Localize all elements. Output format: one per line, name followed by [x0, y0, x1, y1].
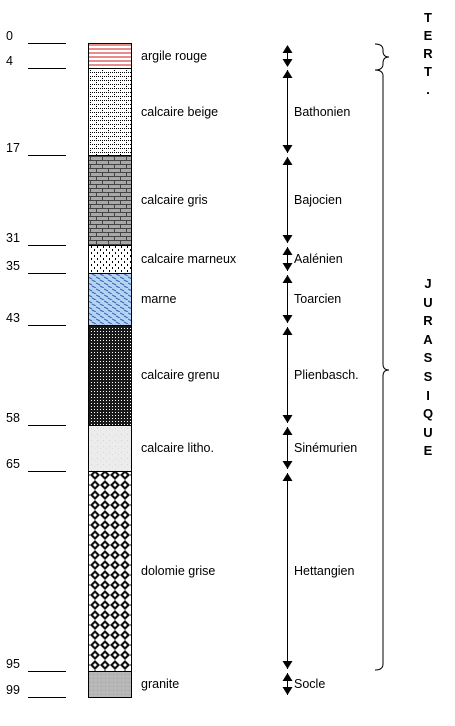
arrow-head — [282, 661, 293, 669]
stage-arrow — [282, 247, 293, 271]
layer-label: marne — [141, 292, 177, 306]
arrow-head — [282, 427, 293, 435]
arrow-head — [282, 59, 293, 67]
layer-3 — [88, 245, 132, 274]
layer-label: argile rouge — [141, 48, 208, 63]
stage-arrow — [282, 70, 293, 153]
stage-label: Hettangien — [294, 564, 355, 578]
stage-label: Aalénien — [294, 252, 343, 266]
arrow-head — [282, 247, 293, 255]
stage-label: Plienbasch. — [294, 368, 359, 382]
depth-label: 99 — [6, 683, 20, 697]
brace-tertiaire — [374, 43, 390, 71]
arrow-head — [282, 145, 293, 153]
layer-label: calcaire beige — [141, 104, 219, 119]
stage-arrow — [282, 673, 293, 695]
arrow-head — [282, 461, 293, 469]
era-letter: S — [423, 369, 433, 384]
stage-label: Bathonien — [294, 104, 351, 119]
era-letter: I — [426, 387, 430, 403]
brace-jurassique — [374, 69, 390, 671]
stage-label: Bajocien — [294, 193, 342, 207]
depth-label: 58 — [6, 411, 20, 425]
era-letter: R — [423, 46, 433, 61]
era-letter: E — [423, 443, 433, 459]
depth-label: 17 — [6, 141, 20, 155]
layer-0 — [88, 43, 132, 69]
arrow-head — [282, 275, 293, 283]
depth-label: 43 — [6, 311, 20, 325]
depth-label: 65 — [6, 457, 20, 471]
era-letter: R — [423, 313, 433, 329]
stage-arrow — [282, 327, 293, 423]
depth-label: 35 — [6, 259, 20, 273]
stage-arrow — [282, 473, 293, 669]
stage-label: Sinémurien — [294, 441, 358, 455]
stage-arrow — [282, 275, 293, 323]
layer-2 — [88, 155, 132, 246]
arrow-head — [282, 473, 293, 481]
stage-arrow-argile — [282, 45, 293, 67]
depth-label: 31 — [6, 231, 20, 245]
layer-label: calcaire grenu — [141, 368, 220, 382]
arrow-head — [282, 315, 293, 323]
era-letter: U — [423, 294, 433, 310]
era-letter: T — [424, 64, 432, 79]
arrow-head — [282, 415, 293, 423]
arrow-head — [282, 157, 293, 165]
arrow-head — [282, 673, 293, 681]
layer-label: granite — [141, 677, 180, 691]
era-letter: Q — [422, 406, 434, 422]
arrow-head — [282, 235, 293, 243]
stage-arrow — [282, 427, 293, 469]
era-letter: S — [423, 350, 433, 366]
era-letter: J — [424, 276, 432, 291]
arrow-head — [282, 327, 293, 335]
layer-label: calcaire litho. — [141, 441, 214, 455]
layer-7 — [88, 471, 132, 672]
arrow-head — [282, 45, 293, 53]
era-letter: T — [424, 10, 432, 25]
layer-6 — [88, 425, 132, 472]
stage-arrow — [282, 157, 293, 243]
stage-label: Socle — [294, 677, 326, 691]
layer-4 — [88, 273, 132, 326]
arrow-head — [282, 687, 293, 695]
layer-label: dolomie grise — [141, 564, 216, 578]
arrow-head — [282, 70, 293, 78]
era-letter: . — [426, 82, 430, 97]
layer-8 — [88, 671, 132, 698]
depth-label: 0 — [6, 29, 13, 43]
layer-1 — [88, 68, 132, 156]
stage-label: Toarcien — [294, 292, 342, 306]
arrow-head — [282, 263, 293, 271]
depth-label: 95 — [6, 657, 20, 671]
era-letter: E — [423, 28, 433, 43]
depth-label: 4 — [6, 54, 13, 68]
era-letter: U — [423, 424, 433, 440]
layer-label: calcaire gris — [141, 193, 208, 207]
era-letter: A — [423, 331, 433, 347]
layer-5 — [88, 325, 132, 426]
layer-label: calcaire marneux — [141, 252, 237, 266]
